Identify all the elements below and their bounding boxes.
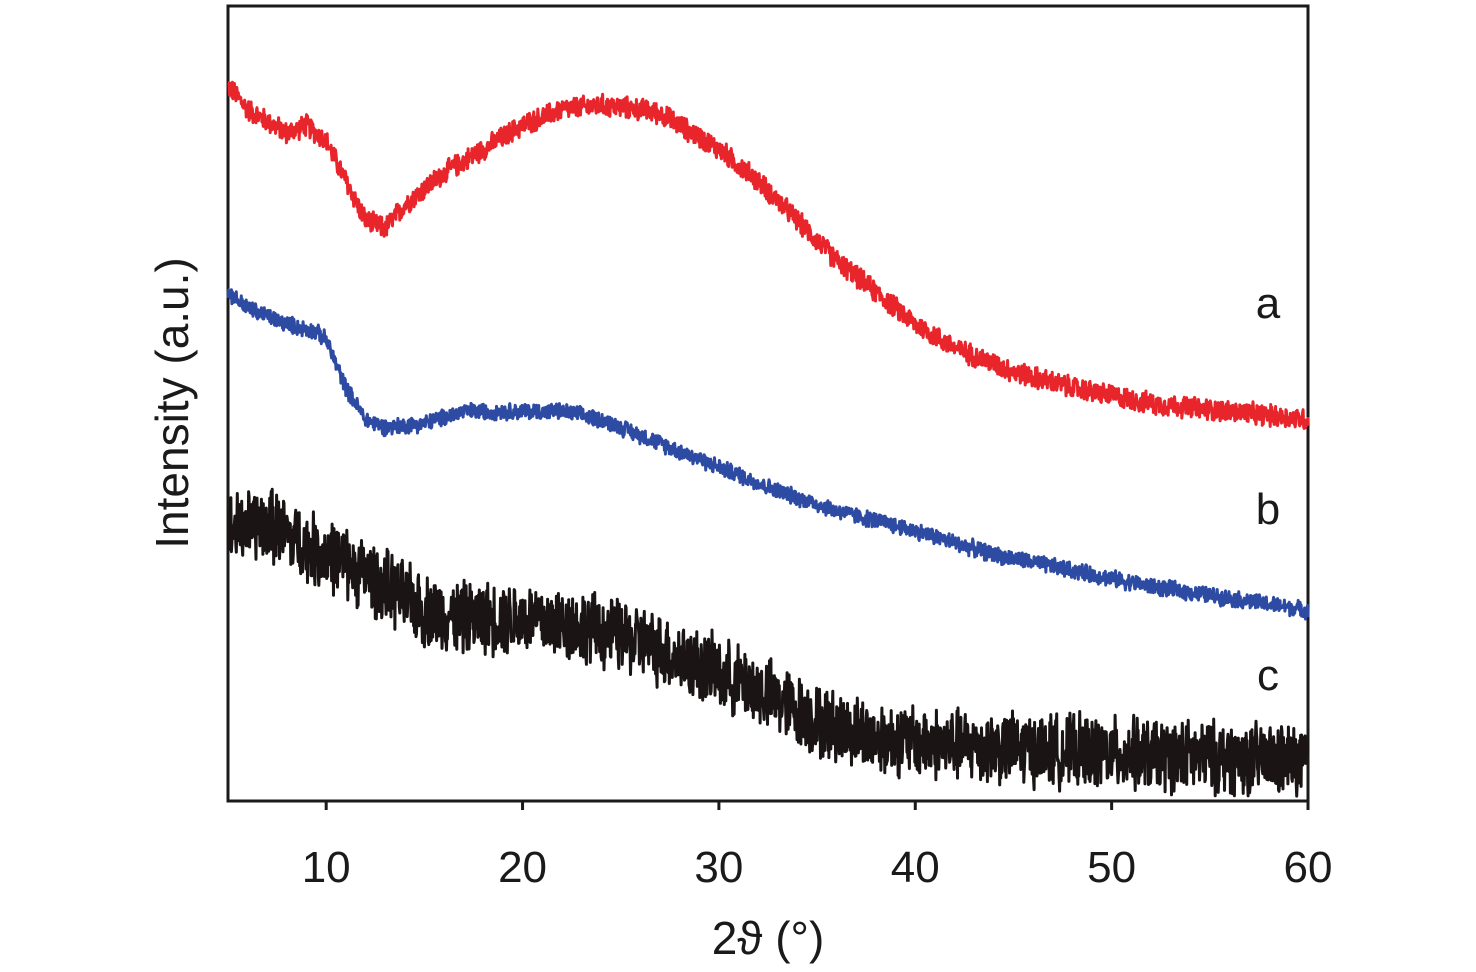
y-axis-label: Intensity (a.u.) — [146, 257, 198, 548]
plot-frame — [226, 4, 1310, 803]
x-axis-ticks: 10 20 30 40 50 60 — [302, 801, 1333, 892]
x-tick-label: 10 — [302, 843, 351, 892]
series-label-b: b — [1256, 485, 1280, 534]
x-tick-label: 60 — [1284, 843, 1333, 892]
x-tick-label: 20 — [498, 843, 547, 892]
x-tick-label: 40 — [891, 843, 940, 892]
series-line-a — [227, 80, 1310, 430]
x-tick-label: 50 — [1087, 843, 1136, 892]
x-tick-label: 30 — [694, 843, 743, 892]
series-line-b — [226, 288, 1310, 621]
x-axis-label: 2ϑ (°) — [712, 912, 825, 964]
series-line-c — [226, 487, 1310, 798]
series-label-c: c — [1257, 651, 1279, 700]
series-layer — [226, 80, 1310, 798]
series-label-a: a — [1256, 279, 1281, 328]
